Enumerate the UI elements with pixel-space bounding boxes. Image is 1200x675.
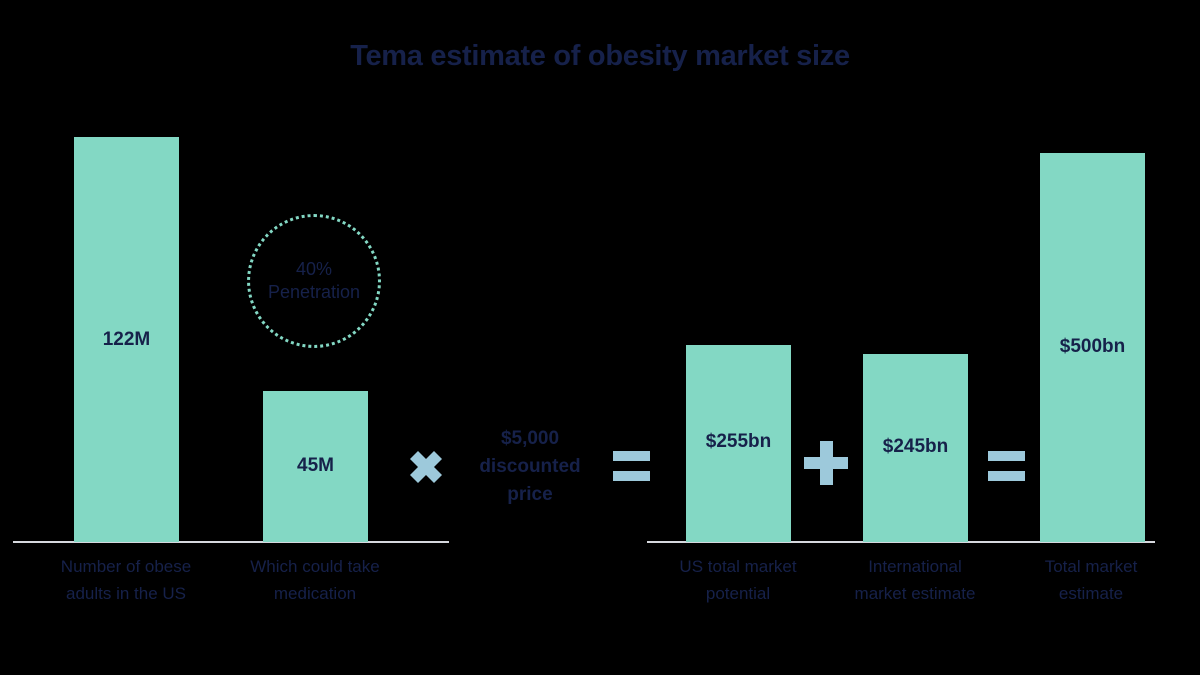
- penetration-label: Penetration: [267, 282, 361, 302]
- label-line: market estimate: [854, 584, 976, 603]
- multiply-icon: [406, 447, 446, 487]
- bar-value: $255bn: [705, 431, 772, 452]
- price-annotation: $5,000 discounted price: [455, 425, 605, 509]
- label-line: Total market: [1044, 557, 1138, 576]
- label-line: Which could take: [250, 557, 380, 576]
- chart-title: Tema estimate of obesity market size: [350, 40, 850, 72]
- bar-value: 45M: [297, 455, 334, 476]
- x-label-could-take-medication: Which could take medication: [215, 553, 415, 607]
- price-line3: price: [507, 484, 553, 505]
- bar-us-market: $255bn: [686, 345, 791, 542]
- x-label-total-market: Total market estimate: [991, 553, 1191, 607]
- label-line: US total market: [679, 557, 797, 576]
- label-line: Number of obese: [60, 557, 192, 576]
- equals-icon: [988, 451, 1025, 482]
- x-label-obese-adults: Number of obese adults in the US: [26, 553, 226, 607]
- x-label-international-market: International market estimate: [815, 553, 1015, 607]
- bar-international-market: $245bn: [863, 354, 968, 542]
- bar-value: $500bn: [1059, 336, 1126, 357]
- label-line: International: [868, 557, 962, 576]
- label-line: adults in the US: [65, 584, 186, 603]
- x-axis-left: [13, 541, 449, 543]
- price-value: $5,000: [500, 428, 560, 449]
- x-axis-right: [647, 541, 1155, 543]
- penetration-circle: 40% Penetration: [247, 214, 381, 348]
- bar-could-take-medication: 45M: [263, 391, 368, 542]
- bar-total-market: $500bn: [1040, 153, 1145, 542]
- bar-obese-adults: 122M: [74, 137, 179, 542]
- x-label-us-market: US total market potential: [638, 553, 838, 607]
- equals-icon: [613, 451, 650, 482]
- bar-value: 122M: [102, 329, 151, 350]
- penetration-percent: 40%: [295, 259, 333, 279]
- label-line: medication: [273, 584, 357, 603]
- bar-value: $245bn: [882, 436, 949, 457]
- price-line2: discounted: [479, 456, 581, 477]
- label-line: estimate: [1058, 584, 1124, 603]
- label-line: potential: [705, 584, 771, 603]
- plus-icon: [804, 441, 848, 485]
